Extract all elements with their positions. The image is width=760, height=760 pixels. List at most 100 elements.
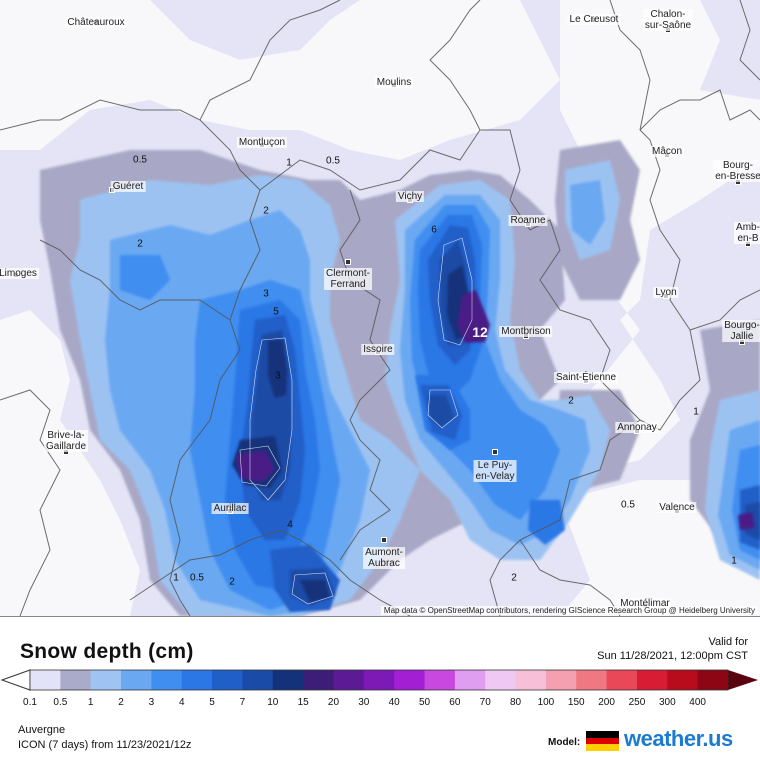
- colorbar-tick: 20: [327, 697, 340, 708]
- city-label: Lyon: [653, 287, 679, 298]
- city-label: Annonay: [615, 422, 659, 433]
- colorbar-tick: 0.5: [53, 697, 68, 708]
- colorbar-segment: [576, 670, 608, 690]
- colorbar-segment: [333, 670, 365, 690]
- contour-label: 3: [275, 370, 281, 382]
- colorbar-tick: 2: [118, 697, 124, 708]
- colorbar-segment: [121, 670, 152, 690]
- map-attribution[interactable]: Map data © OpenStreetMap contributors, r…: [380, 606, 758, 615]
- city-label: Chalon-sur-Saône: [642, 9, 694, 31]
- band-15-20: [236, 290, 755, 530]
- valid-time: Sun 11/28/2021, 12:00pm CST: [597, 650, 748, 662]
- city-label: Brive-la- Gaillarde: [43, 430, 89, 452]
- flag-stripe-gold: [586, 744, 619, 751]
- flag-stripe-black: [586, 731, 619, 738]
- contour-label: 1: [731, 555, 737, 567]
- weather-us-logo[interactable]: weather.us: [624, 726, 733, 751]
- contour-label: 2: [137, 238, 143, 250]
- contour-label: 12: [472, 324, 488, 340]
- colorbar-segment: [363, 670, 395, 690]
- contour-label: 1: [286, 157, 292, 169]
- city-label: Aurillac: [211, 503, 249, 514]
- legend-title: Snow depth (cm): [20, 640, 194, 663]
- map-panel[interactable]: 0.5 1 0.5 2 2 3 5 6 12 3 2 1 4 0.5 1 0.5 2 2 1 Châteauroux…: [0, 0, 760, 617]
- colorbar-segment: [303, 670, 334, 690]
- snow-depth-map[interactable]: [0, 0, 760, 616]
- colorbar-segment: [272, 670, 304, 690]
- contour-label: 1: [693, 406, 699, 418]
- colorbar-segment: [515, 670, 547, 690]
- colorbar-segment: [636, 670, 668, 690]
- city-label: Moulins: [374, 77, 414, 88]
- colorbar-tick: 300: [658, 697, 676, 708]
- colorbar-tick: 15: [297, 697, 309, 708]
- colorbar-segment: [454, 670, 486, 690]
- colorbar-frame: [29, 669, 729, 691]
- city-label: Valence: [657, 502, 697, 513]
- city-label: Roanne: [508, 215, 548, 226]
- contour-label: 0.5: [133, 154, 147, 166]
- city-label: Clermont- Ferrand: [324, 268, 372, 290]
- colorbar-segment: [697, 670, 729, 690]
- city-label: Châteauroux: [65, 17, 127, 28]
- colorbar-segment: [394, 670, 426, 690]
- colorbar: [0, 669, 758, 691]
- contour-label: 2: [511, 572, 517, 584]
- colorbar-segment: [485, 670, 517, 690]
- city-label: Mâcon: [649, 146, 685, 157]
- colorbar-segment: [424, 670, 456, 690]
- contour-label: 0.5: [326, 155, 340, 167]
- city-label: Saint-Étienne: [553, 372, 619, 383]
- contour-label: 1: [173, 572, 179, 584]
- colorbar-segment: [242, 670, 274, 690]
- colorbar-segment: [667, 670, 699, 690]
- colorbar-segment: [60, 670, 92, 690]
- contour-label: 6: [431, 224, 437, 236]
- colorbar-tick: 50: [418, 697, 431, 708]
- contour-label: 0.5: [621, 499, 635, 511]
- contour-label: 2: [568, 395, 574, 407]
- colorbar-segment: [30, 670, 61, 690]
- colorbar-tick: 30: [358, 697, 370, 708]
- colorbar-segment: [212, 670, 243, 690]
- colorbar-tick: 80: [510, 697, 522, 708]
- city-label: Montbrison: [499, 326, 553, 337]
- colorbar-tick: 4: [178, 697, 185, 708]
- colorbar-segment: [181, 670, 213, 690]
- region-name: Auvergne: [18, 724, 66, 736]
- city-marker: [492, 449, 498, 455]
- contour-label: 0.5: [190, 572, 204, 584]
- city-label: Bourg-en-Bresse: [713, 160, 760, 182]
- thin-contours: [239, 237, 473, 605]
- snow-free-areas: [0, 0, 760, 616]
- city-label: Montélimar: [618, 598, 672, 609]
- city-label: Vichy: [395, 191, 425, 202]
- contour-label: 5: [273, 306, 279, 318]
- city-label: Montluçon: [236, 137, 288, 148]
- colorbar-segment: [606, 670, 638, 690]
- colorbar-tick: 1: [87, 697, 94, 708]
- contour-label: 2: [229, 576, 235, 588]
- colorbar-tick: 10: [267, 697, 279, 708]
- city-label: Limoges: [0, 268, 39, 279]
- colorbar-tick: 40: [388, 697, 400, 708]
- flag-stripe-red: [586, 737, 619, 745]
- city-label: Aumont- Aubrac: [363, 547, 405, 569]
- germany-flag-icon: [586, 731, 619, 751]
- city-label: Guéret: [110, 181, 146, 192]
- city-label: Le Puy-en-Velay: [473, 460, 517, 482]
- city-label: Amb-en-B: [734, 222, 760, 244]
- colorbar-segment: [545, 670, 577, 690]
- colorbar-segment: [151, 670, 183, 690]
- model-label: Model:: [548, 737, 581, 748]
- city-marker: [381, 537, 387, 543]
- valid-for-label: Valid for: [708, 636, 748, 648]
- colorbar-tick: 200: [598, 697, 615, 708]
- colorbar-tick: 150: [567, 697, 585, 708]
- colorbar-tick: 3: [148, 697, 155, 708]
- city-label: Bourgo- Jallie: [722, 320, 760, 342]
- colorbar-tick: 70: [479, 697, 491, 708]
- colorbar-tick: 5: [209, 697, 215, 708]
- colorbar-min-arrow: [0, 669, 31, 691]
- colorbar-tick: 7: [239, 697, 246, 708]
